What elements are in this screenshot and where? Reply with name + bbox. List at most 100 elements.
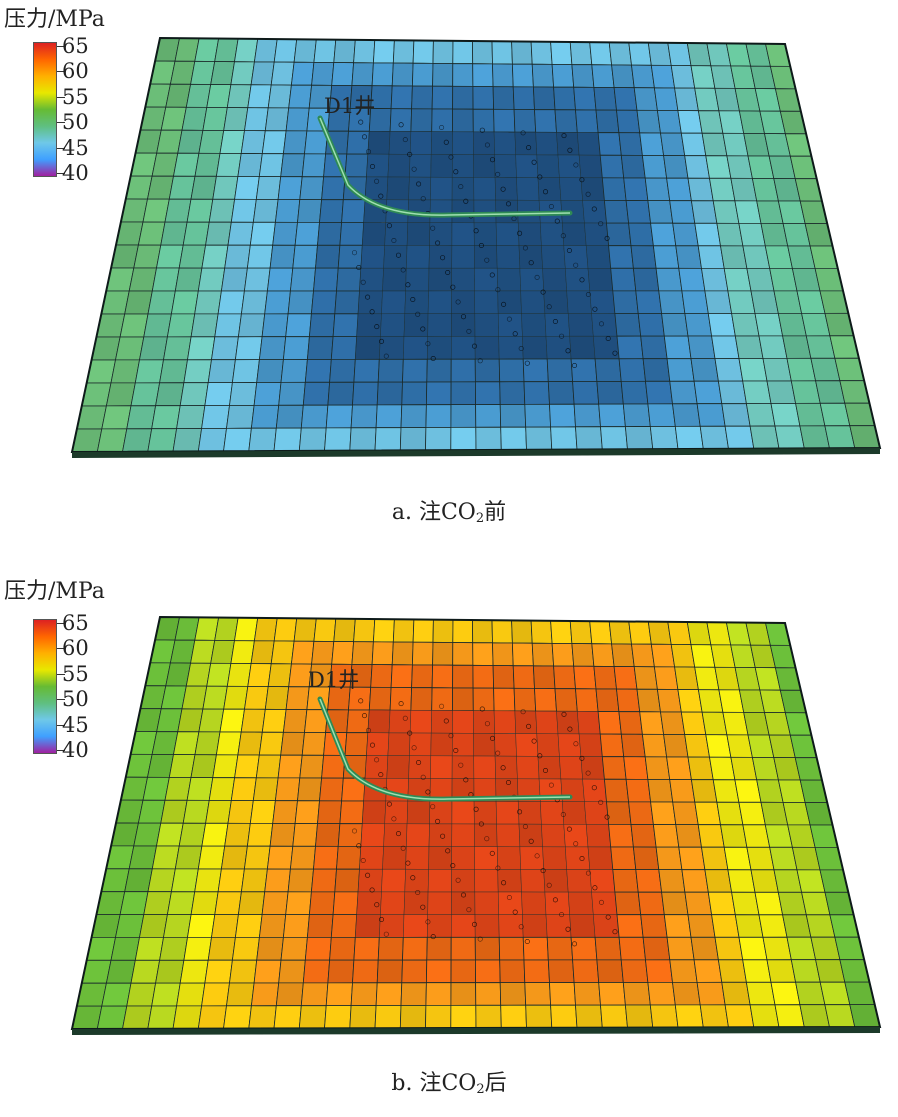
mesh-cell bbox=[754, 312, 784, 337]
fine-mesh-cell bbox=[565, 348, 571, 354]
mesh-cell bbox=[731, 312, 760, 337]
fine-mesh-cell bbox=[520, 130, 526, 136]
fine-mesh-cell bbox=[460, 892, 466, 898]
legend-tick-label: 50 bbox=[62, 687, 89, 712]
mesh-cell bbox=[247, 84, 272, 109]
fine-mesh-cell bbox=[598, 899, 604, 905]
mesh-cell bbox=[530, 41, 553, 65]
fine-mesh-cell bbox=[430, 804, 436, 810]
fine-mesh-cell bbox=[526, 723, 532, 729]
mesh-cell bbox=[261, 130, 287, 155]
mesh-cell bbox=[250, 640, 275, 665]
mesh-cell bbox=[675, 824, 702, 848]
fine-mesh-cell bbox=[548, 782, 554, 788]
mesh-cell bbox=[128, 845, 157, 870]
mesh-cell bbox=[384, 222, 409, 246]
mesh-cell bbox=[360, 823, 385, 847]
mesh-cell bbox=[372, 39, 395, 64]
mesh-cell bbox=[451, 199, 475, 224]
mesh-cell bbox=[319, 777, 344, 802]
fine-mesh-cell bbox=[598, 799, 604, 805]
fine-mesh-cell bbox=[573, 162, 579, 168]
mesh-cell bbox=[362, 800, 387, 825]
well-label: D1井 bbox=[308, 668, 360, 692]
mesh-cell bbox=[742, 380, 772, 405]
fine-mesh-cell bbox=[405, 860, 411, 866]
mesh-cell bbox=[406, 222, 431, 246]
fine-mesh-cell bbox=[453, 748, 459, 754]
fine-mesh-cell bbox=[358, 698, 364, 704]
mesh-cell bbox=[559, 756, 583, 780]
mesh-cell bbox=[474, 336, 500, 360]
fine-mesh-cell bbox=[542, 768, 548, 774]
mesh-cell bbox=[377, 936, 404, 961]
mesh-cell bbox=[425, 959, 452, 984]
fine-mesh-cell bbox=[463, 777, 469, 783]
mesh-cell bbox=[402, 936, 428, 961]
mesh-cell bbox=[212, 175, 239, 200]
fine-mesh-cell bbox=[378, 193, 384, 199]
fine-mesh-cell bbox=[410, 875, 416, 881]
mesh-cell bbox=[352, 381, 379, 406]
mesh-cell bbox=[224, 822, 251, 847]
mesh-cell bbox=[293, 38, 317, 63]
mesh-cell bbox=[277, 176, 303, 200]
mesh-cell bbox=[614, 313, 642, 337]
mesh-cell bbox=[204, 959, 233, 984]
fine-mesh-cell bbox=[604, 235, 610, 241]
mesh-cell bbox=[230, 777, 257, 802]
fine-mesh-cell bbox=[460, 314, 466, 320]
mesh-cell bbox=[595, 109, 620, 134]
fine-mesh-cell bbox=[416, 181, 422, 187]
mesh-cell bbox=[182, 221, 210, 246]
mesh-cell bbox=[197, 267, 226, 292]
fine-mesh-cell bbox=[445, 269, 451, 275]
fine-mesh-cell bbox=[416, 760, 422, 766]
fine-mesh-cell bbox=[566, 826, 572, 832]
mesh-cell bbox=[475, 982, 502, 1006]
mesh-cell bbox=[525, 426, 553, 451]
mesh-cell bbox=[269, 244, 296, 269]
fine-mesh-cell bbox=[351, 828, 357, 834]
mesh-cell bbox=[389, 108, 413, 132]
mesh-cell bbox=[653, 87, 679, 111]
mesh-cell bbox=[391, 62, 414, 87]
mesh-cell bbox=[606, 222, 632, 247]
fine-mesh-cell bbox=[425, 789, 431, 795]
mesh-cell bbox=[611, 64, 635, 89]
fine-mesh-cell bbox=[440, 255, 446, 261]
mesh-cell bbox=[408, 176, 432, 201]
fine-mesh-cell bbox=[374, 178, 380, 184]
mesh-cell bbox=[282, 709, 308, 733]
fine-mesh-cell bbox=[566, 248, 572, 254]
mesh-cell bbox=[516, 177, 540, 201]
mesh-cell bbox=[544, 891, 570, 915]
fine-mesh-cell bbox=[471, 343, 477, 349]
mesh-cell bbox=[243, 845, 271, 870]
mesh-cell bbox=[758, 335, 788, 359]
fine-mesh-cell bbox=[566, 826, 572, 832]
mesh-cell bbox=[758, 914, 788, 938]
mesh-cell bbox=[376, 959, 403, 984]
mesh-cell bbox=[298, 427, 327, 452]
mesh-cell bbox=[370, 664, 393, 688]
mesh-cell bbox=[584, 801, 609, 825]
fine-mesh-cell bbox=[585, 870, 591, 876]
fine-mesh-cell bbox=[489, 735, 495, 741]
mesh-cell bbox=[545, 914, 572, 938]
mesh-cell bbox=[258, 153, 284, 178]
mesh-cell bbox=[720, 245, 748, 269]
mesh-cell bbox=[170, 868, 199, 893]
fine-mesh-cell bbox=[585, 770, 591, 776]
fine-mesh-cell bbox=[478, 821, 484, 827]
mesh-cell bbox=[240, 708, 266, 733]
mesh-cell bbox=[273, 1005, 302, 1029]
fine-mesh-cell bbox=[450, 863, 456, 869]
mesh-cell bbox=[520, 869, 546, 893]
mesh-cell bbox=[474, 268, 498, 292]
mesh-cell bbox=[404, 290, 429, 314]
mesh-cell bbox=[591, 891, 618, 915]
mesh-cell bbox=[738, 357, 768, 382]
mesh-cell bbox=[355, 914, 381, 938]
mesh-cell bbox=[381, 869, 406, 893]
